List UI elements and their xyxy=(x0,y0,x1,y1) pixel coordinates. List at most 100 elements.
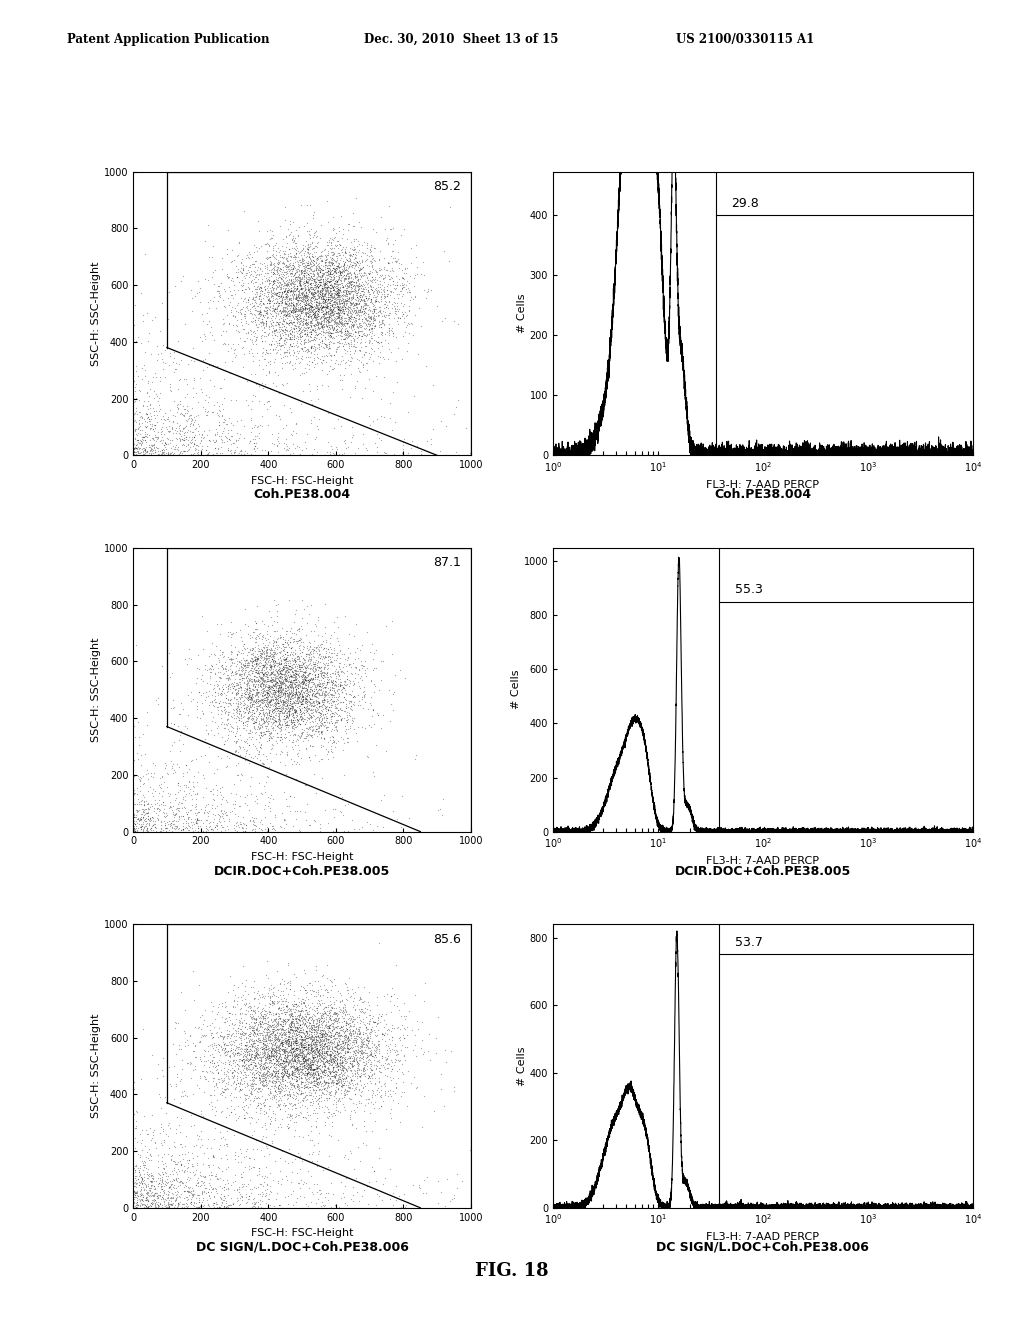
Point xyxy=(268,1085,285,1106)
Point xyxy=(341,317,357,338)
Point xyxy=(251,659,267,680)
Point xyxy=(211,282,227,304)
Point xyxy=(289,277,305,298)
Point xyxy=(333,1082,349,1104)
Point xyxy=(309,676,326,697)
Point xyxy=(307,1081,324,1102)
Point xyxy=(258,1039,274,1060)
Point xyxy=(342,253,358,275)
Point xyxy=(367,1044,383,1065)
Point xyxy=(249,663,265,684)
Point xyxy=(366,681,382,702)
Point xyxy=(242,676,258,697)
Point xyxy=(271,329,288,350)
Point xyxy=(291,689,307,710)
Point xyxy=(126,1181,142,1203)
Point xyxy=(305,271,322,292)
Point xyxy=(257,1007,273,1028)
Point xyxy=(348,289,365,310)
Point xyxy=(267,708,284,729)
Point xyxy=(315,638,332,659)
Point xyxy=(326,638,342,659)
Point xyxy=(245,310,261,331)
Point xyxy=(244,660,260,681)
Point xyxy=(258,285,274,306)
Point xyxy=(303,708,319,729)
Point xyxy=(213,1101,229,1122)
Point xyxy=(332,1038,348,1059)
Point xyxy=(321,305,337,326)
Point xyxy=(247,735,263,756)
Point xyxy=(350,301,367,322)
Point xyxy=(288,1098,304,1119)
Point xyxy=(318,1005,335,1026)
Point xyxy=(289,1027,305,1048)
Point xyxy=(303,269,319,290)
Point xyxy=(282,1056,298,1077)
Point xyxy=(265,1053,282,1074)
Point xyxy=(287,1089,303,1110)
Point xyxy=(345,327,361,348)
Point xyxy=(262,723,279,744)
Point xyxy=(269,701,286,722)
Point xyxy=(184,1162,201,1183)
Point xyxy=(279,313,295,334)
Point xyxy=(365,333,381,354)
Point xyxy=(266,1086,283,1107)
Point xyxy=(247,1055,263,1076)
Point xyxy=(270,1063,287,1084)
Point xyxy=(285,211,301,232)
Point xyxy=(362,331,379,352)
Point xyxy=(321,259,337,280)
Point xyxy=(214,1192,230,1213)
Point xyxy=(152,399,168,420)
Point xyxy=(338,1001,354,1022)
Point xyxy=(289,1056,305,1077)
Point xyxy=(314,705,331,726)
Point xyxy=(262,290,279,312)
Point xyxy=(237,684,253,705)
Point xyxy=(134,420,151,441)
Point xyxy=(311,272,328,293)
Point xyxy=(318,987,335,1008)
Point xyxy=(367,238,383,259)
Point xyxy=(287,1094,303,1115)
Point xyxy=(241,1106,257,1127)
Point xyxy=(268,668,285,689)
Point xyxy=(234,269,251,290)
Point xyxy=(283,677,299,698)
Point xyxy=(278,1049,294,1071)
Point xyxy=(179,411,196,432)
Point xyxy=(316,1060,333,1081)
Point xyxy=(218,688,234,709)
Point xyxy=(313,317,330,338)
Point xyxy=(243,321,259,342)
Point xyxy=(303,1121,319,1142)
Point xyxy=(350,308,367,329)
Point xyxy=(162,741,178,762)
Point xyxy=(315,264,332,285)
Point xyxy=(326,690,342,711)
Point xyxy=(274,297,291,318)
Point xyxy=(273,263,290,284)
Point xyxy=(335,280,351,301)
Point xyxy=(399,305,416,326)
Point xyxy=(281,1026,297,1047)
Point xyxy=(234,659,251,680)
Point xyxy=(345,1045,361,1067)
Point xyxy=(301,686,317,708)
Point xyxy=(231,1002,248,1023)
Point xyxy=(237,694,253,715)
Point xyxy=(291,1028,307,1049)
Point xyxy=(132,416,148,437)
Point xyxy=(212,807,228,828)
Point xyxy=(270,272,287,293)
Point xyxy=(307,1057,324,1078)
Point xyxy=(329,1011,345,1032)
Point xyxy=(321,331,337,352)
Point xyxy=(260,1084,276,1105)
Point xyxy=(335,1026,351,1047)
Point xyxy=(352,1030,369,1051)
Point xyxy=(242,719,258,741)
Point xyxy=(294,1061,310,1082)
